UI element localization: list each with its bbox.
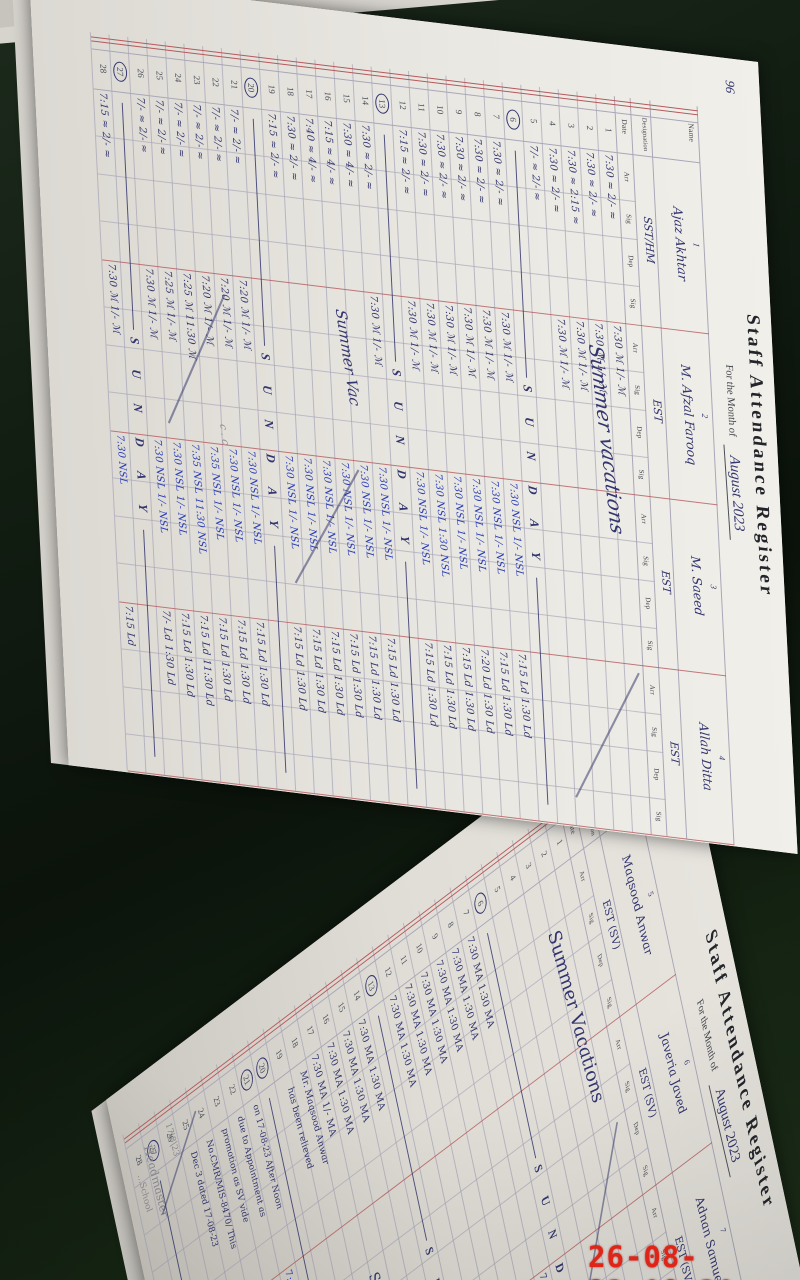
sunday-rule — [405, 561, 418, 789]
staff-number: 1 — [691, 242, 702, 248]
row-number: 28 — [98, 63, 109, 74]
row-number: 24 — [173, 72, 184, 83]
sub-column-header: Sig — [628, 298, 638, 310]
sunday-label: S U N D A Y — [127, 336, 151, 524]
row-number: 13 — [374, 92, 390, 115]
row-number: 3 — [566, 122, 577, 129]
handwritten-note: Summer Vac — [331, 308, 365, 408]
sunday-rule — [252, 118, 266, 347]
sub-column-header: Arr — [639, 513, 648, 525]
row-number: 15 — [341, 93, 352, 104]
month-value: August 2023 — [723, 444, 748, 542]
row-number: 7 — [491, 113, 502, 120]
row-number: 23 — [191, 75, 203, 86]
register-page-left: 96 Staff Attendance Register For the Mon… — [29, 0, 798, 854]
row-number: 8 — [472, 111, 483, 118]
sub-column-header: Sig — [633, 384, 642, 396]
designation-label: Designation — [640, 117, 649, 152]
name-label: Name — [686, 122, 697, 143]
sunday-rule — [274, 545, 287, 773]
sunday-label: S U N D A Y — [422, 1243, 473, 1280]
row-number: 20 — [243, 76, 259, 99]
sunday-row: S U N D A Y — [506, 143, 558, 813]
staff-number: 5 — [646, 888, 656, 899]
camera-timestamp: 26-08-23 08:30 — [588, 1240, 735, 1280]
row-number: 18 — [285, 86, 296, 97]
row-number: 5 — [528, 118, 539, 125]
sub-column-header: Dep — [635, 425, 644, 439]
row-number: 6 — [505, 108, 521, 131]
row-number: 16 — [322, 90, 334, 102]
sub-column-header: Sig — [645, 640, 655, 652]
staff-name: M. Afzal Farooq — [678, 363, 700, 466]
sub-column-header: Arr — [648, 684, 657, 696]
staff-number: 7 — [718, 1225, 728, 1236]
row-number: 1 — [603, 127, 614, 134]
sub-column-header: Dep — [626, 254, 636, 268]
row-number: 19 — [266, 84, 277, 95]
row-number: 2 — [584, 125, 596, 131]
row-number: 21 — [229, 79, 240, 90]
row-number: 26 — [135, 68, 146, 79]
row-number: 11 — [416, 102, 427, 113]
sub-column-header: Dep — [652, 767, 661, 781]
staff-number: 2 — [700, 413, 711, 419]
row-number: 22 — [210, 77, 221, 88]
sub-column-header: Sig — [650, 726, 659, 738]
staff-name: Allah Ditta — [696, 722, 716, 792]
row-number: 4 — [547, 120, 558, 127]
staff-number: 4 — [717, 755, 728, 761]
sunday-rule — [383, 134, 397, 363]
sub-column-header: Sig — [654, 811, 663, 823]
row-number: 25 — [154, 70, 165, 81]
sub-column-header: Arr — [622, 171, 631, 183]
sunday-label: S U N D A Y — [258, 352, 282, 540]
date-column-header: Date — [619, 118, 630, 135]
sunday-row: S U N D A Y — [244, 111, 296, 781]
row-number: 27 — [112, 60, 128, 83]
staff-number: 3 — [708, 584, 719, 590]
month-label: For the Month of — [723, 363, 738, 438]
sub-column-header: Sig — [624, 213, 633, 225]
sunday-label: S U N D A Y — [389, 368, 413, 556]
row-number: 14 — [360, 95, 371, 106]
row-number: 9 — [453, 109, 465, 115]
sub-column-header: Dep — [643, 596, 653, 610]
staff-number: 6 — [682, 1056, 692, 1068]
sub-column-header: Sig — [641, 555, 651, 567]
sunday-label: S U N D A Y — [520, 384, 544, 572]
row-number: 12 — [397, 100, 408, 111]
row-number: 17 — [304, 88, 315, 99]
staff-name: Ajaz Akhtar — [670, 206, 691, 282]
staff-name: M. Saeed — [688, 555, 708, 617]
sunday-rule — [143, 529, 156, 757]
sunday-rule — [514, 150, 528, 379]
row-number: 10 — [435, 104, 446, 115]
sub-column-header: Sig — [637, 469, 646, 481]
sunday-rule — [536, 577, 549, 805]
sub-column-header: Arr — [631, 342, 640, 354]
sunday-rule — [121, 102, 135, 331]
